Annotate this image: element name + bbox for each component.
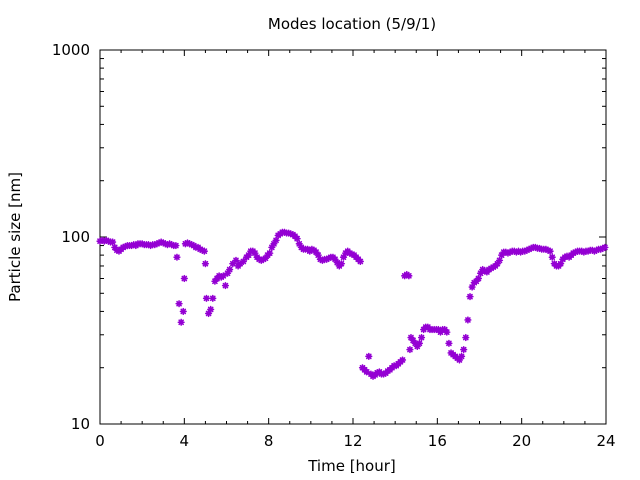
data-point — [272, 236, 280, 244]
data-point — [356, 257, 364, 266]
data-point — [337, 260, 346, 268]
data-point — [209, 294, 217, 302]
data-point — [462, 333, 470, 342]
data-point — [460, 345, 468, 354]
y-axis-label: Particle size [nm] — [6, 172, 24, 302]
data-point — [180, 274, 188, 283]
x-tick-label: 16 — [428, 432, 447, 450]
data-point — [405, 272, 413, 280]
data-point — [495, 256, 504, 264]
data-point — [546, 247, 554, 255]
x-axis: 0 4 8 12 16 20 24 — [95, 50, 616, 450]
data-point — [226, 265, 234, 274]
x-tick-label: 8 — [264, 432, 274, 450]
chart-title: Modes location (5/9/1) — [268, 15, 436, 33]
data-point — [239, 257, 247, 266]
data-points — [96, 228, 609, 380]
y-tick-label: 1000 — [52, 41, 90, 59]
data-point — [232, 256, 240, 264]
data-point — [177, 318, 185, 326]
data-point — [365, 352, 373, 360]
data-point — [601, 243, 609, 251]
data-point — [207, 305, 215, 314]
data-point — [398, 356, 407, 364]
data-point — [548, 253, 556, 261]
data-point — [179, 307, 187, 316]
data-point — [457, 352, 466, 360]
data-point — [109, 238, 117, 246]
x-tick-label: 24 — [596, 432, 615, 450]
data-point — [175, 300, 183, 308]
data-point — [498, 251, 506, 259]
x-axis-label: Time [hour] — [307, 457, 396, 475]
y-axis: 10 100 1000 — [52, 41, 606, 433]
data-point — [200, 247, 208, 255]
data-point — [445, 339, 453, 347]
data-point — [172, 241, 180, 250]
data-point — [443, 328, 451, 336]
data-point — [474, 274, 483, 283]
x-tick-label: 20 — [512, 432, 531, 450]
x-tick-label: 4 — [180, 432, 190, 450]
data-point — [406, 345, 414, 354]
data-point — [221, 281, 230, 290]
data-point — [415, 339, 424, 347]
data-point — [201, 260, 210, 268]
data-point — [293, 235, 301, 243]
data-point — [417, 333, 426, 342]
y-tick-label: 100 — [61, 228, 90, 246]
y-tick-label: 10 — [71, 415, 90, 433]
x-tick-label: 12 — [343, 432, 362, 450]
data-point — [219, 272, 227, 280]
data-point — [266, 249, 274, 257]
plot-frame — [99, 49, 607, 425]
x-tick-label: 0 — [95, 432, 105, 450]
data-point — [173, 253, 181, 261]
data-point — [464, 316, 472, 324]
data-point — [466, 293, 474, 301]
data-point — [202, 294, 211, 302]
